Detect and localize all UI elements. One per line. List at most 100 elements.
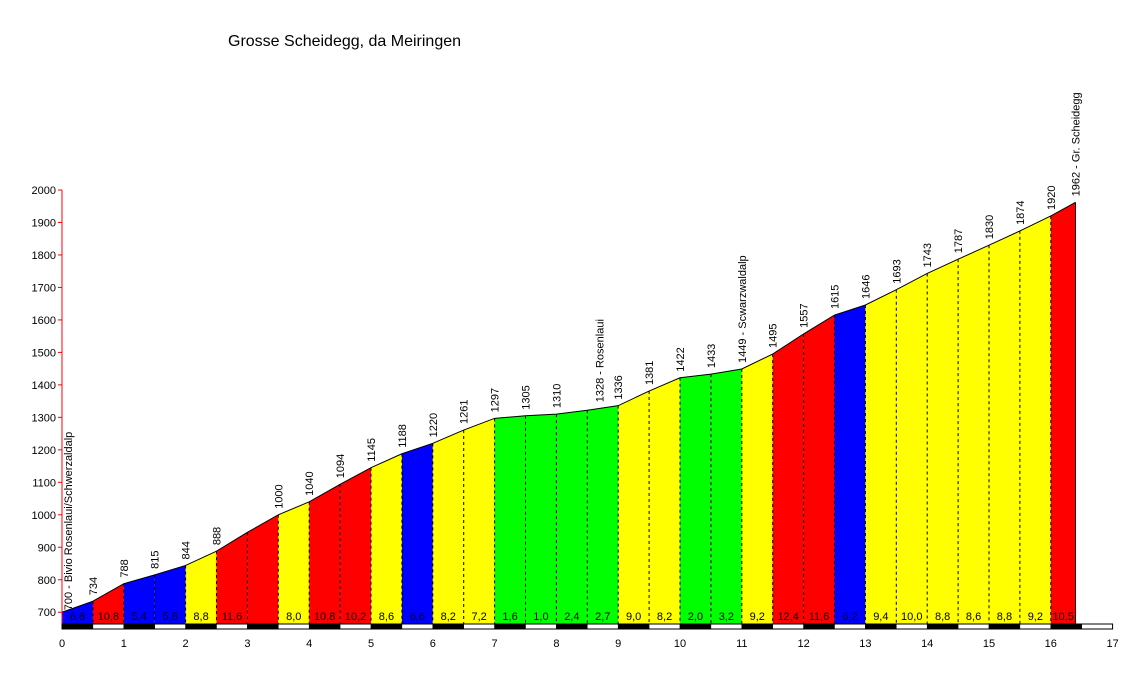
elevation-label-23: 1495 [768,324,780,348]
y-tick-label-1100: 1100 [32,477,56,489]
km-bar-8-1 [587,623,619,630]
elevation-label-14: 1297 [490,388,502,412]
segment-fill-10 [371,453,402,624]
segment-fill-24 [803,315,835,624]
km-bar-7-1 [525,623,557,630]
km-bar-14-0 [926,623,959,630]
elevation-label-19: 1381 [644,361,656,385]
segment-fill-9 [340,467,371,624]
km-bar-16-1 [1081,623,1113,630]
km-bar-1-0 [123,623,155,630]
y-tick-label-1200: 1200 [32,445,56,457]
y-tick-label-900: 900 [38,542,56,554]
elevation-label-12: 1220 [428,413,440,437]
y-tick-label-1700: 1700 [32,282,56,294]
x-tick-label-6: 6 [430,638,436,650]
grade-label-25: 6,2 [842,611,857,623]
grade-label-21: 3,2 [719,611,734,623]
elevation-label-15: 1305 [521,385,533,409]
elevation-label-13: 1261 [459,400,471,424]
km-bar-14-1 [957,623,990,630]
x-tick-label-1: 1 [121,638,127,650]
elevation-label-20: 1422 [675,347,687,371]
grade-label-9: 10,2 [345,611,366,623]
elevation-extra-label-0: 1328 - Rosenlaui [595,319,607,402]
grade-label-15: 1,0 [533,611,548,623]
segment-fill-27 [896,273,928,624]
y-tick-label-800: 800 [38,575,56,587]
profile-line [61,201,1076,613]
elevation-label-2: 788 [119,559,131,577]
km-bar-7-0 [494,623,526,630]
chart-title: Grosse Scheidegg, da Meiringen [228,33,462,50]
grade-label-11: 6,6 [410,611,425,623]
elevation-label-4: 844 [181,541,193,559]
elevation-label-26: 1646 [860,274,872,298]
km-bar-4-1 [339,623,372,630]
x-tick-labels: 0 1 2 3 4 5 6 7 8 9 10 11 12 13 14 15 16 17 [59,638,1119,650]
grade-label-20: 2,0 [688,611,703,623]
segment-fill-32 [1050,202,1076,624]
km-bar-5-1 [401,623,434,630]
elevation-label-27: 1693 [891,259,903,283]
elevation-label-32: 1920 [1046,185,1058,209]
segment-fill-14 [494,415,526,624]
y-tick-label-1900: 1900 [32,217,56,229]
segment-fill-15 [525,414,557,624]
x-tick-label-11: 11 [736,638,747,650]
km-bar-2-1 [216,623,248,630]
grade-label-17: 2,7 [595,611,610,623]
x-tick-label-5: 5 [368,638,374,650]
elevation-label-1: 734 [88,577,100,595]
segment-fill-29 [958,245,989,624]
x-tick-label-12: 12 [797,638,809,650]
km-bar-15-0 [988,623,1021,630]
segment-fill-7 [278,501,310,624]
elevation-label-24: 1557 [799,303,811,327]
segment-fill-12 [432,430,464,624]
segment-fill-5 [216,532,248,624]
segment-fill-11 [401,443,433,624]
grade-label-7: 8,0 [286,611,301,623]
profile-outline [61,201,1076,613]
segment-fill-8 [309,484,341,624]
x-tick-label-9: 9 [615,638,621,650]
km-bar-15-1 [1019,623,1052,630]
x-tick-label-0: 0 [59,638,65,650]
grade-label-18: 9,0 [626,611,641,623]
segment-fill-13 [463,418,495,624]
segment-fill-18 [618,391,650,624]
x-tick-label-7: 7 [492,638,498,650]
segment-fill-21 [710,368,742,624]
km-bar-3-1 [278,623,310,630]
km-bar-8-0 [556,623,588,630]
km-bar-5-0 [370,623,403,630]
grade-label-31: 9,2 [1028,611,1043,623]
elevation-label-8: 1040 [304,471,316,495]
y-tick-label-1600: 1600 [32,315,56,327]
x-tick-label-10: 10 [674,638,686,650]
km-bar-12-1 [834,623,866,630]
segment-fill-23 [772,333,804,624]
grade-label-10: 8,6 [379,611,394,623]
elevation-label-3: 815 [150,551,162,569]
x-tick-label-16: 16 [1045,638,1057,650]
elevation-label-7: 1000 [273,484,285,508]
km-bar [61,623,1114,630]
grade-label-1: 10,8 [98,611,119,623]
segment-fills [62,202,1076,624]
km-bar-11-1 [772,623,804,630]
grade-label-30: 8,8 [997,611,1012,623]
km-bar-9-0 [617,623,650,630]
grade-label-23: 12,4 [777,611,798,623]
elevation-label-29: 1787 [953,229,965,253]
segment-fill-19 [649,377,680,624]
elevation-label-33: 1962 - Gr. Scheidegg [1071,92,1083,196]
grade-label-12: 8,2 [441,611,456,623]
segment-fill-28 [927,259,959,624]
segment-fill-17 [587,405,619,624]
segment-fill-6 [247,514,279,624]
km-bar-10-1 [710,623,743,630]
km-bar-6-1 [463,623,495,630]
